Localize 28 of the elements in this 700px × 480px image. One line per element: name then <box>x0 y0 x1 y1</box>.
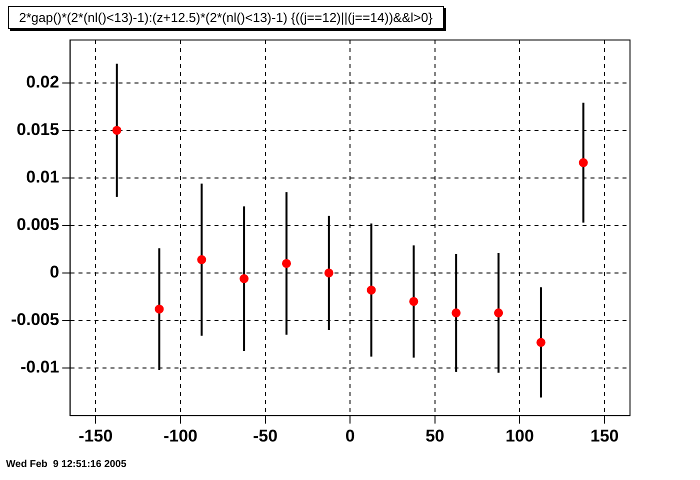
x-tick-label: 100 <box>506 426 534 446</box>
point <box>154 304 164 314</box>
x-tick-label: -50 <box>252 426 278 446</box>
point <box>452 308 461 318</box>
y-tick-label: -0.01 <box>20 358 60 377</box>
y-tick-label: 0.005 <box>16 215 60 234</box>
chart-title: 2*gap()*(2*(nl()<13)-1):(z+12.5)*(2*(nl()<13)-1) {((j==12)||(j==14))&&l>0} <box>8 6 444 29</box>
x-tick-label: 50 <box>425 426 444 446</box>
x-tick-label: -150 <box>78 426 113 446</box>
y-tick-label: -0.005 <box>11 310 60 330</box>
text: Wed Feb 9 12:51:16 2005 <box>6 459 126 470</box>
point <box>324 268 334 278</box>
y-tick-label: 0.015 <box>16 120 60 140</box>
point <box>578 158 588 168</box>
point <box>494 308 504 318</box>
point <box>240 274 249 284</box>
point <box>536 338 546 347</box>
x-tick-label: 0 <box>345 426 355 446</box>
x-tick-label: -100 <box>163 426 198 446</box>
point <box>366 286 376 295</box>
point <box>112 126 122 135</box>
point <box>282 258 291 268</box>
point <box>409 296 418 306</box>
y-tick-label: 0.02 <box>26 72 60 92</box>
y-tick-label: 0 <box>50 262 60 282</box>
point <box>197 255 206 264</box>
x-tick-label: 150 <box>590 426 619 446</box>
y-tick-label: 0.01 <box>26 168 60 187</box>
